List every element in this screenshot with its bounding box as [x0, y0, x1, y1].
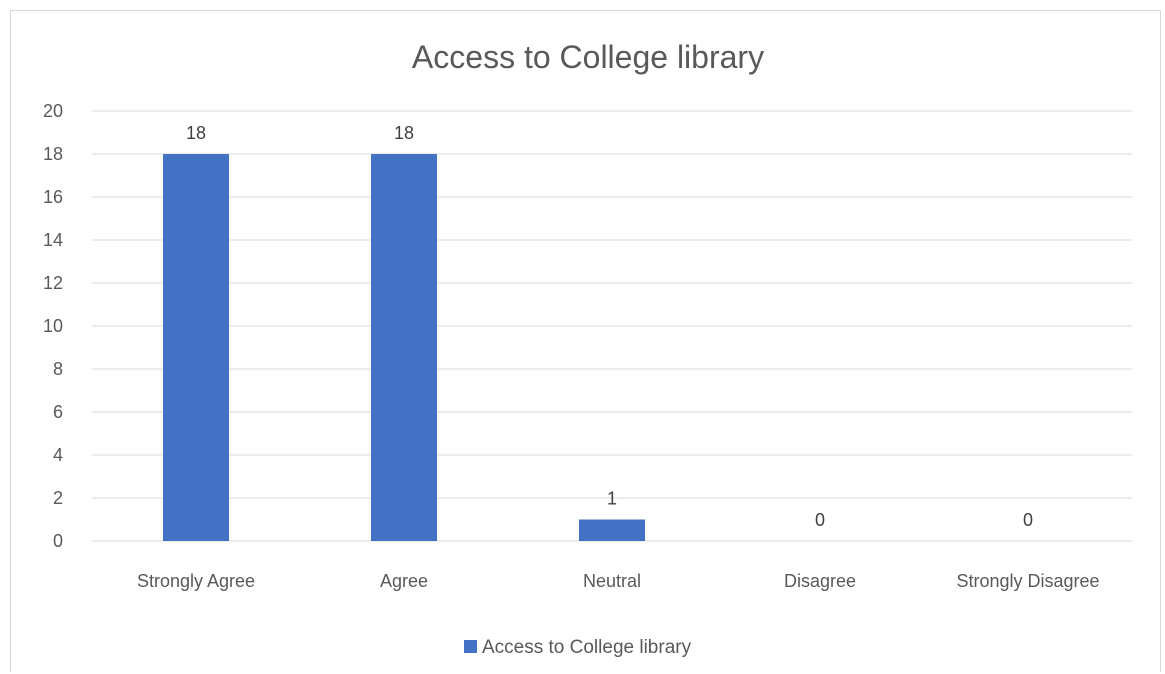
x-tick-label: Neutral [583, 571, 641, 591]
x-tick-label: Agree [380, 571, 428, 591]
y-tick-label: 2 [53, 488, 63, 508]
bar [371, 154, 437, 541]
data-label: 0 [1023, 510, 1033, 530]
x-axis-ticks: Strongly Agree Agree Neutral Disagree Strong… [137, 571, 1100, 591]
y-tick-label: 0 [53, 531, 63, 551]
legend-label: Access to College library [482, 637, 692, 658]
x-tick-label: Strongly Disagree [956, 571, 1099, 591]
bars [163, 154, 645, 541]
legend-swatch [464, 640, 477, 653]
y-tick-label: 6 [53, 402, 63, 422]
y-tick-label: 16 [43, 187, 63, 207]
data-label: 0 [815, 510, 825, 530]
bar [579, 519, 645, 541]
data-label: 18 [186, 123, 206, 143]
data-label: 18 [394, 123, 414, 143]
x-tick-label: Disagree [784, 571, 856, 591]
chart-title: Access to College library [412, 39, 764, 75]
y-tick-label: 8 [53, 359, 63, 379]
x-tick-label: Strongly Agree [137, 571, 255, 591]
y-tick-label: 10 [43, 316, 63, 336]
y-tick-label: 12 [43, 273, 63, 293]
y-tick-label: 20 [43, 101, 63, 121]
data-label: 1 [607, 489, 617, 509]
legend: Access to College library [464, 637, 692, 658]
y-tick-label: 14 [43, 230, 63, 250]
y-tick-label: 18 [43, 144, 63, 164]
gridlines [92, 110, 1132, 542]
y-tick-label: 4 [53, 445, 63, 465]
bar [163, 154, 229, 541]
data-labels: 18 18 1 0 0 [186, 123, 1033, 530]
y-axis-ticks: 0 2 4 6 8 10 12 14 16 18 20 [43, 101, 63, 551]
